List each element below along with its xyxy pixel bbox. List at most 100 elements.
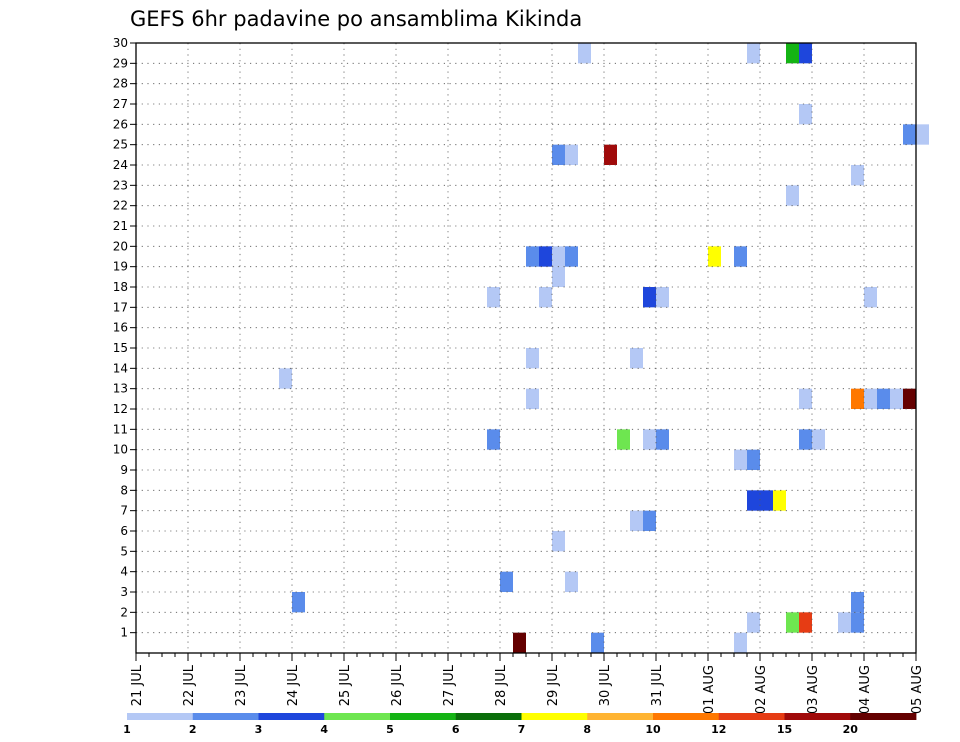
precip-cell bbox=[734, 449, 747, 470]
colorbar-swatch bbox=[521, 713, 588, 720]
x-tick-label: 30 JUL bbox=[598, 664, 613, 706]
colorbar-swatch bbox=[258, 713, 325, 720]
precip-cell bbox=[747, 449, 760, 470]
colorbar-tick-label: 12 bbox=[711, 723, 726, 736]
y-tick-label: 30 bbox=[113, 36, 128, 50]
y-tick-label: 8 bbox=[120, 483, 128, 497]
precip-cell bbox=[903, 388, 916, 409]
precip-cell bbox=[552, 531, 565, 552]
precip-cell bbox=[552, 266, 565, 287]
x-tick-label: 01 AUG bbox=[702, 665, 717, 714]
precip-cell bbox=[487, 429, 500, 450]
precip-cell bbox=[877, 388, 890, 409]
precip-cell bbox=[656, 429, 669, 450]
precip-cell bbox=[526, 388, 539, 409]
precip-cell bbox=[864, 287, 877, 308]
precip-cell bbox=[565, 144, 578, 165]
precip-cell bbox=[916, 124, 929, 145]
colorbar-swatch bbox=[324, 713, 391, 720]
y-tick-label: 28 bbox=[113, 77, 128, 91]
y-tick-label: 12 bbox=[113, 402, 128, 416]
y-tick-label: 18 bbox=[113, 280, 128, 294]
precip-cell bbox=[786, 43, 799, 64]
precip-cell bbox=[552, 144, 565, 165]
colorbar-swatch bbox=[718, 713, 785, 720]
precip-cell bbox=[656, 287, 669, 308]
y-tick-label: 27 bbox=[113, 97, 128, 111]
precip-cell bbox=[630, 510, 643, 531]
precip-cell bbox=[643, 287, 656, 308]
colorbar-swatch bbox=[587, 713, 654, 720]
precip-cell bbox=[851, 612, 864, 633]
cells-layer bbox=[279, 43, 929, 653]
precip-cell bbox=[799, 104, 812, 125]
precip-cell bbox=[734, 632, 747, 653]
colorbar-tick-label: 8 bbox=[583, 723, 591, 736]
precip-cell bbox=[487, 287, 500, 308]
precip-cell bbox=[708, 246, 721, 267]
precip-cell bbox=[799, 388, 812, 409]
precip-cell bbox=[643, 510, 656, 531]
y-tick-label: 3 bbox=[120, 585, 128, 599]
precip-cell bbox=[643, 429, 656, 450]
precip-cell bbox=[513, 632, 526, 653]
y-tick-label: 11 bbox=[113, 422, 128, 436]
y-tick-label: 7 bbox=[120, 504, 128, 518]
x-tick-label: 24 JUL bbox=[286, 664, 301, 706]
y-tick-label: 22 bbox=[113, 199, 128, 213]
precip-cell bbox=[799, 612, 812, 633]
colorbar-swatch bbox=[192, 713, 259, 720]
x-tick-label: 21 JUL bbox=[130, 664, 145, 706]
precip-cell bbox=[747, 612, 760, 633]
colorbar-tick-label: 10 bbox=[645, 723, 661, 736]
x-axis: 21 JUL 22 JUL 23 JUL 24 JUL 25 JUL 26 JUL 27 J… bbox=[130, 653, 925, 714]
precip-cell bbox=[552, 246, 565, 267]
colorbar-tick-label: 1 bbox=[123, 723, 131, 736]
colorbar-tick-label: 2 bbox=[189, 723, 197, 736]
x-tick-label: 04 AUG bbox=[858, 665, 873, 714]
x-tick-label: 26 JUL bbox=[390, 664, 405, 706]
colorbar-swatch bbox=[784, 713, 851, 720]
precip-cell bbox=[591, 632, 604, 653]
y-tick-label: 14 bbox=[113, 361, 128, 375]
precip-cell bbox=[890, 388, 903, 409]
x-tick-label: 27 JUL bbox=[442, 664, 457, 706]
precip-cell bbox=[630, 348, 643, 369]
colorbar-tick-label: 20 bbox=[843, 723, 859, 736]
precip-cell bbox=[747, 43, 760, 64]
precip-cell bbox=[292, 592, 305, 613]
y-tick-label: 16 bbox=[113, 321, 128, 335]
precip-cell bbox=[760, 490, 773, 511]
x-tick-label: 28 JUL bbox=[494, 664, 509, 706]
precip-cell bbox=[851, 388, 864, 409]
x-tick-label: 03 AUG bbox=[806, 665, 821, 714]
precip-cell bbox=[565, 246, 578, 267]
x-tick-label: 29 JUL bbox=[546, 664, 561, 706]
colorbar-swatch bbox=[127, 713, 194, 720]
precip-cell bbox=[812, 429, 825, 450]
precip-cell bbox=[578, 43, 591, 64]
y-tick-label: 13 bbox=[113, 382, 128, 396]
y-tick-label: 9 bbox=[120, 463, 128, 477]
y-tick-label: 21 bbox=[113, 219, 128, 233]
x-tick-label: 02 AUG bbox=[754, 665, 769, 714]
precip-cell bbox=[799, 429, 812, 450]
precip-cell bbox=[734, 246, 747, 267]
colorbar-swatch bbox=[455, 713, 522, 720]
precip-cell bbox=[851, 165, 864, 186]
precip-cell bbox=[786, 185, 799, 206]
colorbar-swatch bbox=[850, 713, 917, 720]
y-tick-label: 20 bbox=[113, 239, 128, 253]
y-tick-label: 4 bbox=[120, 565, 128, 579]
y-tick-label: 26 bbox=[113, 117, 128, 131]
y-tick-label: 25 bbox=[113, 138, 128, 152]
y-tick-label: 5 bbox=[120, 544, 128, 558]
precip-cell bbox=[838, 612, 851, 633]
precip-cell bbox=[864, 388, 877, 409]
y-tick-label: 10 bbox=[113, 443, 128, 457]
precip-cell bbox=[786, 612, 799, 633]
y-tick-label: 17 bbox=[113, 300, 128, 314]
y-tick-label: 24 bbox=[113, 158, 128, 172]
precip-cell bbox=[565, 571, 578, 592]
